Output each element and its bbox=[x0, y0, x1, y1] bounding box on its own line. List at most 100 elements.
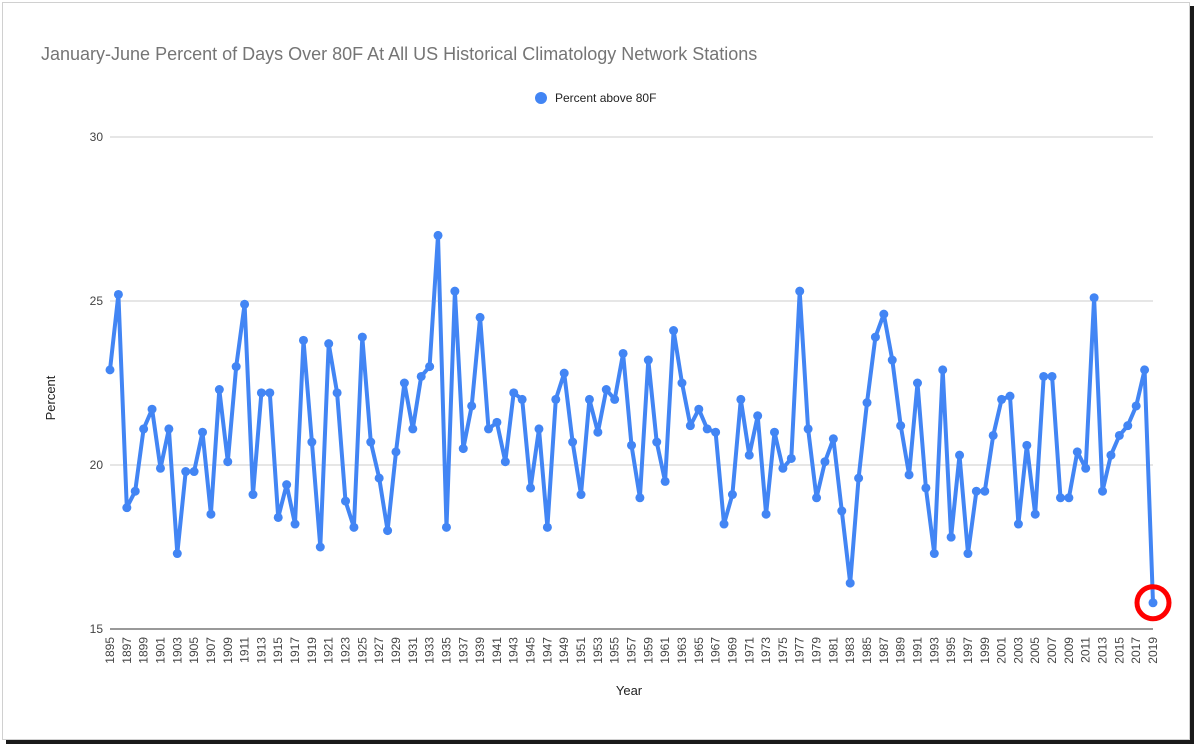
x-tick-label: 1947 bbox=[540, 637, 554, 664]
data-point-1919 bbox=[307, 437, 317, 447]
x-tick-label: 1983 bbox=[843, 637, 857, 664]
x-tick-label: 1973 bbox=[759, 637, 773, 664]
data-point-1999 bbox=[980, 486, 990, 496]
data-point-2003 bbox=[1013, 519, 1023, 529]
data-point-1984 bbox=[854, 473, 864, 483]
x-tick-label: 1931 bbox=[406, 637, 420, 664]
data-point-1899 bbox=[139, 424, 149, 434]
data-point-1982 bbox=[837, 506, 847, 516]
x-tick-label: 1989 bbox=[894, 637, 908, 664]
data-point-1901 bbox=[155, 463, 165, 473]
data-point-2004 bbox=[1022, 440, 1032, 450]
data-point-2006 bbox=[1039, 371, 1049, 381]
x-tick-label: 1941 bbox=[490, 637, 504, 664]
data-point-1961 bbox=[660, 476, 670, 486]
x-tick-label: 1997 bbox=[961, 637, 975, 664]
data-point-1914 bbox=[265, 388, 275, 398]
x-tick-label: 2017 bbox=[1129, 637, 1143, 664]
data-point-1918 bbox=[298, 335, 308, 345]
data-point-1940 bbox=[484, 424, 494, 434]
data-point-1938 bbox=[467, 401, 477, 411]
data-point-1922 bbox=[332, 388, 342, 398]
data-point-2016 bbox=[1123, 421, 1133, 431]
x-tick-label: 2007 bbox=[1045, 637, 1059, 664]
data-point-1933 bbox=[425, 362, 435, 372]
y-tick-label: 20 bbox=[90, 458, 104, 472]
x-axis-ticks: 1895 1897 1899 1901 1903 1905 1907 1909 1911 1913… bbox=[103, 637, 1160, 664]
data-point-2005 bbox=[1030, 509, 1040, 519]
data-point-2017 bbox=[1131, 401, 1141, 411]
x-tick-label: 1967 bbox=[709, 637, 723, 664]
data-point-1947 bbox=[542, 522, 552, 532]
x-tick-label: 1917 bbox=[288, 637, 302, 664]
data-point-1973 bbox=[761, 509, 771, 519]
chart-frame: January-June Percent of Days Over 80F At… bbox=[2, 2, 1190, 740]
data-point-1923 bbox=[341, 496, 351, 506]
data-point-1997 bbox=[963, 549, 973, 559]
data-point-1921 bbox=[324, 339, 334, 349]
x-tick-label: 1921 bbox=[322, 637, 336, 664]
data-point-1958 bbox=[635, 493, 645, 503]
data-point-1925 bbox=[357, 332, 367, 342]
x-tick-label: 1987 bbox=[877, 637, 891, 664]
data-point-1948 bbox=[551, 394, 561, 404]
data-point-1954 bbox=[601, 385, 611, 395]
x-tick-label: 1993 bbox=[927, 637, 941, 664]
x-tick-label: 1961 bbox=[658, 637, 672, 664]
x-tick-label: 1945 bbox=[524, 637, 538, 664]
data-point-1935 bbox=[441, 522, 451, 532]
data-point-1952 bbox=[584, 394, 594, 404]
gridlines bbox=[110, 136, 1153, 630]
x-tick-label: 1971 bbox=[742, 637, 756, 664]
data-point-1983 bbox=[845, 578, 855, 588]
data-point-1912 bbox=[248, 490, 258, 500]
data-point-1909 bbox=[223, 457, 233, 467]
highlight-layer bbox=[1134, 584, 1172, 622]
x-tick-label: 1957 bbox=[625, 637, 639, 664]
x-tick-label: 1937 bbox=[456, 637, 470, 664]
data-point-1955 bbox=[610, 394, 620, 404]
x-tick-label: 2011 bbox=[1079, 637, 1093, 663]
x-tick-label: 1935 bbox=[439, 637, 453, 664]
x-tick-label: 1991 bbox=[910, 637, 924, 664]
legend: Percent above 80F bbox=[535, 91, 656, 105]
x-tick-label: 1977 bbox=[793, 637, 807, 664]
x-tick-label: 1909 bbox=[221, 637, 235, 664]
x-tick-label: 1897 bbox=[120, 637, 134, 664]
data-point-1936 bbox=[450, 286, 460, 296]
x-tick-label: 1915 bbox=[271, 637, 285, 664]
x-tick-label: 1919 bbox=[305, 637, 319, 664]
x-tick-label: 1959 bbox=[641, 637, 655, 664]
data-point-1995 bbox=[946, 532, 956, 542]
data-point-1968 bbox=[719, 519, 729, 529]
x-tick-label: 1911 bbox=[238, 637, 252, 663]
x-tick-label: 1949 bbox=[557, 637, 571, 664]
series-percent-above-80f bbox=[105, 230, 1158, 608]
data-point-1946 bbox=[534, 424, 544, 434]
x-tick-label: 1927 bbox=[372, 637, 386, 664]
data-point-1966 bbox=[702, 424, 712, 434]
data-point-1924 bbox=[349, 522, 359, 532]
data-point-1943 bbox=[509, 388, 519, 398]
data-point-1904 bbox=[181, 467, 191, 477]
data-point-1902 bbox=[164, 424, 174, 434]
data-point-2012 bbox=[1089, 293, 1099, 303]
x-tick-label: 1895 bbox=[103, 637, 117, 664]
data-point-1977 bbox=[795, 286, 805, 296]
x-tick-label: 1903 bbox=[170, 637, 184, 664]
data-point-1988 bbox=[887, 355, 897, 365]
data-point-1985 bbox=[862, 398, 872, 408]
data-point-1929 bbox=[391, 447, 401, 457]
data-point-1992 bbox=[921, 483, 931, 493]
data-point-1959 bbox=[643, 355, 653, 365]
data-point-1907 bbox=[206, 509, 216, 519]
x-tick-label: 2015 bbox=[1112, 637, 1126, 664]
x-tick-label: 1913 bbox=[254, 637, 268, 664]
data-point-2010 bbox=[1072, 447, 1082, 457]
data-point-2007 bbox=[1047, 371, 1057, 381]
x-tick-label: 2003 bbox=[1011, 637, 1025, 664]
x-tick-label: 1925 bbox=[355, 637, 369, 664]
data-point-1945 bbox=[526, 483, 536, 493]
legend-label: Percent above 80F bbox=[555, 91, 656, 105]
data-point-1972 bbox=[753, 411, 763, 421]
